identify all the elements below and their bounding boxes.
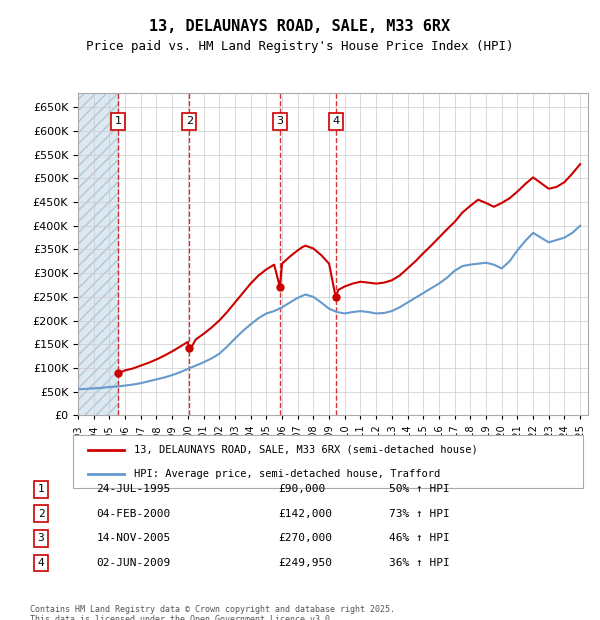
Text: 1: 1 <box>38 484 44 494</box>
Text: 4: 4 <box>332 117 339 126</box>
Text: 13, DELAUNAYS ROAD, SALE, M33 6RX: 13, DELAUNAYS ROAD, SALE, M33 6RX <box>149 19 451 33</box>
Text: 02-JUN-2009: 02-JUN-2009 <box>96 558 170 568</box>
Text: 46% ↑ HPI: 46% ↑ HPI <box>389 533 449 543</box>
Text: £249,950: £249,950 <box>278 558 332 568</box>
Bar <box>78 93 118 415</box>
Text: Price paid vs. HM Land Registry's House Price Index (HPI): Price paid vs. HM Land Registry's House … <box>86 40 514 53</box>
Text: £142,000: £142,000 <box>278 509 332 519</box>
FancyBboxPatch shape <box>73 435 583 487</box>
Text: 24-JUL-1995: 24-JUL-1995 <box>96 484 170 494</box>
Text: 1: 1 <box>115 117 122 126</box>
Text: 3: 3 <box>277 117 283 126</box>
Text: 2: 2 <box>38 509 44 519</box>
Text: 50% ↑ HPI: 50% ↑ HPI <box>389 484 449 494</box>
Text: 4: 4 <box>38 558 44 568</box>
Bar <box>78 93 118 415</box>
Text: £90,000: £90,000 <box>278 484 326 494</box>
Text: 2: 2 <box>185 117 193 126</box>
Text: 13, DELAUNAYS ROAD, SALE, M33 6RX (semi-detached house): 13, DELAUNAYS ROAD, SALE, M33 6RX (semi-… <box>134 445 478 454</box>
Text: 36% ↑ HPI: 36% ↑ HPI <box>389 558 449 568</box>
Text: 73% ↑ HPI: 73% ↑ HPI <box>389 509 449 519</box>
Text: HPI: Average price, semi-detached house, Trafford: HPI: Average price, semi-detached house,… <box>134 469 440 479</box>
Text: 04-FEB-2000: 04-FEB-2000 <box>96 509 170 519</box>
Text: Contains HM Land Registry data © Crown copyright and database right 2025.
This d: Contains HM Land Registry data © Crown c… <box>30 604 395 620</box>
Text: 14-NOV-2005: 14-NOV-2005 <box>96 533 170 543</box>
Text: £270,000: £270,000 <box>278 533 332 543</box>
Text: 3: 3 <box>38 533 44 543</box>
